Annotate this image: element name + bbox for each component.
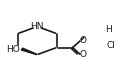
Text: Cl: Cl [107,41,115,50]
Text: HO: HO [6,45,20,54]
Text: H: H [105,25,112,34]
Text: O: O [80,50,87,59]
Text: O: O [80,36,87,45]
Polygon shape [21,48,37,55]
Text: HN: HN [31,22,44,31]
